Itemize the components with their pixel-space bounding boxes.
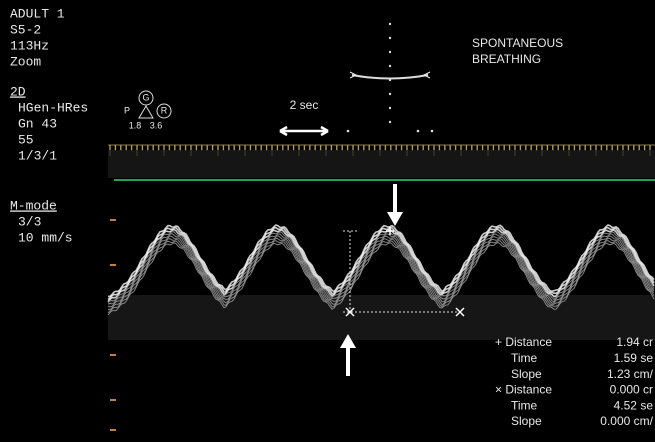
measurement-value: 0.000 cr — [610, 383, 653, 397]
icon-label: G — [142, 92, 149, 102]
sector-dot — [389, 107, 391, 109]
mode-line: 1/3/1 — [18, 148, 57, 163]
scale-label: 2 sec — [290, 98, 319, 112]
measurement-value: 1.94 cr — [616, 335, 653, 349]
mode-title: 2D — [10, 84, 26, 99]
icon-label: 1.8 — [129, 120, 142, 130]
icon-label: R — [161, 105, 168, 115]
sector-dot — [389, 51, 391, 53]
header-line: S5-2 — [10, 22, 41, 37]
sector-dot — [389, 37, 391, 39]
header-line: ADULT 1 — [10, 6, 65, 21]
measurement-label: Slope — [511, 367, 542, 381]
header-line: 113Hz — [10, 38, 49, 53]
sector-dot — [389, 93, 391, 95]
speckle-band — [108, 150, 655, 178]
sector-dot — [431, 130, 434, 133]
header-line: Zoom — [10, 54, 41, 69]
sector-dot — [417, 130, 420, 133]
mmode-line: 3/3 — [18, 214, 41, 229]
background — [0, 0, 655, 442]
speckle-band — [108, 295, 655, 340]
measurement-value: 0.000 cm/ — [600, 414, 653, 428]
sector-dot — [389, 23, 391, 25]
measurement-label: Time — [511, 351, 538, 365]
measurement-label: × Distance — [495, 383, 552, 397]
measurement-value: 4.52 se — [614, 398, 654, 412]
sector-dot — [389, 121, 391, 123]
icon-label: 3.6 — [150, 120, 163, 130]
measurement-value: 1.23 cm/ — [607, 367, 654, 381]
mode-line: HGen-HRes — [18, 100, 88, 115]
annotation-line: BREATHING — [472, 52, 541, 66]
mode-line: Gn 43 — [18, 116, 57, 131]
mmode-line: 10 mm/s — [18, 230, 73, 245]
page: {"header": {"lines": ["ADULT 1", "S5-2",… — [0, 0, 655, 442]
mode-line: 55 — [18, 132, 34, 147]
measurement-label: Time — [511, 398, 538, 412]
annotation-line: SPONTANEOUS — [472, 36, 563, 50]
sector-dot — [347, 130, 350, 133]
mmode-title: M-mode — [10, 198, 57, 213]
icon-label: P — [124, 105, 130, 115]
measurement-value: 1.59 se — [614, 351, 654, 365]
measurement-label: + Distance — [495, 335, 552, 349]
ultrasound-screen: ADULT 1 S5-2 113Hz Zoom 2D HGen-HRes Gn … — [0, 0, 655, 442]
measurement-label: Slope — [511, 414, 542, 428]
sector-dot — [389, 65, 391, 67]
